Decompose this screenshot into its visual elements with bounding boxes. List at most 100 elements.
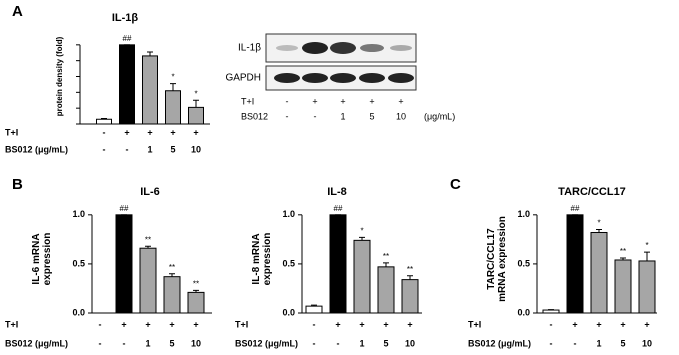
bar	[566, 214, 584, 314]
bar	[542, 309, 560, 314]
row-value: 5	[169, 338, 174, 348]
chart-title: IL-6	[140, 186, 160, 198]
row-value: +	[145, 319, 150, 329]
row-value: -	[550, 319, 553, 329]
bar	[96, 118, 112, 125]
error-bar	[311, 304, 317, 307]
error-bar	[193, 99, 199, 108]
row-value: -	[286, 96, 289, 106]
annotation: **	[193, 280, 199, 289]
row-value: 1	[596, 338, 601, 348]
annotation: **	[383, 252, 389, 261]
error-bar	[644, 251, 650, 261]
row-label: T+I	[468, 319, 481, 329]
row-value: +	[644, 319, 649, 329]
row-label: T+I	[5, 127, 18, 137]
row-label: BS012 (μg/mL)	[5, 144, 68, 154]
band	[274, 73, 300, 83]
error-bar	[169, 273, 175, 277]
error-bar	[407, 275, 413, 280]
row-value: -	[313, 319, 316, 329]
bar	[163, 276, 181, 314]
row-value: +	[193, 127, 198, 137]
row-value: +	[340, 96, 345, 106]
annotation: **	[620, 247, 626, 256]
row-value: 5	[620, 338, 625, 348]
row-value: +	[169, 319, 174, 329]
row-value: +	[398, 96, 403, 106]
annotation: *	[194, 89, 197, 98]
row-value: 10	[642, 338, 652, 348]
band	[359, 73, 385, 83]
row-value: 10	[191, 338, 201, 348]
error-bar	[383, 262, 389, 267]
western-blot: IL-1β GAPDH (μg/mL)	[225, 33, 455, 121]
band	[388, 73, 414, 83]
bar	[401, 279, 419, 314]
bar	[638, 260, 656, 314]
row-value: +	[369, 96, 374, 106]
row-value: +	[147, 127, 152, 137]
row-value: -	[123, 338, 126, 348]
row-value: +	[312, 96, 317, 106]
error-bar	[596, 229, 602, 233]
row-value: +	[359, 319, 364, 329]
row-label: T+I	[235, 319, 248, 329]
annotation: **	[145, 235, 151, 244]
annotation: **	[169, 263, 175, 272]
y-tick-label: 0.5	[282, 258, 295, 268]
band	[390, 45, 412, 51]
row-value: -	[99, 338, 102, 348]
row-value: -	[103, 127, 106, 137]
row-label: BS012 (μg/mL)	[5, 338, 68, 348]
bar	[187, 291, 205, 314]
row-value: +	[193, 319, 198, 329]
error-bar	[145, 245, 151, 249]
y-axis-label: IL-6 mRNA	[31, 233, 42, 284]
row-label: BS012	[241, 111, 268, 121]
bar	[353, 239, 371, 314]
chart-title: TARC/CCL17	[558, 186, 626, 198]
bar	[614, 259, 632, 314]
y-axis-label: mRNA expression	[497, 216, 508, 302]
band	[302, 73, 328, 83]
row-value: 1	[147, 144, 152, 154]
error-bar	[620, 257, 626, 260]
bar	[139, 247, 157, 314]
panel-label: C	[450, 176, 461, 193]
row-value: +	[620, 319, 625, 329]
row-value: 5	[170, 144, 175, 154]
annotation: *	[171, 73, 174, 82]
chart-title: IL-1β	[112, 12, 139, 24]
row-value: -	[126, 144, 129, 154]
bar	[142, 55, 158, 125]
error-bar	[170, 83, 176, 91]
row-value: 1	[359, 338, 364, 348]
row-value: 5	[383, 338, 388, 348]
row-label: T+I	[241, 96, 254, 106]
row-value: 1	[340, 111, 345, 121]
row-value: 10	[396, 111, 406, 121]
y-tick-label: 0.5	[517, 258, 530, 268]
y-tick-label: 0.0	[517, 307, 530, 317]
annotation: ##	[123, 34, 132, 43]
band	[302, 42, 328, 54]
bar	[188, 106, 204, 125]
row-label: T+I	[5, 319, 18, 329]
row-value: -	[337, 338, 340, 348]
row-value: 5	[369, 111, 374, 121]
bar	[329, 214, 347, 314]
bar	[305, 305, 323, 314]
row-value: +	[335, 319, 340, 329]
row-value: +	[124, 127, 129, 137]
annotation: *	[360, 227, 363, 236]
chart-title: IL-8	[327, 186, 347, 198]
y-tick-label: 1.0	[517, 209, 530, 219]
row-value: -	[286, 111, 289, 121]
row-value: -	[314, 111, 317, 121]
row-value: -	[103, 144, 106, 154]
row-value: +	[383, 319, 388, 329]
band	[360, 44, 384, 52]
panel-label: A	[12, 3, 23, 20]
bar	[115, 214, 133, 314]
